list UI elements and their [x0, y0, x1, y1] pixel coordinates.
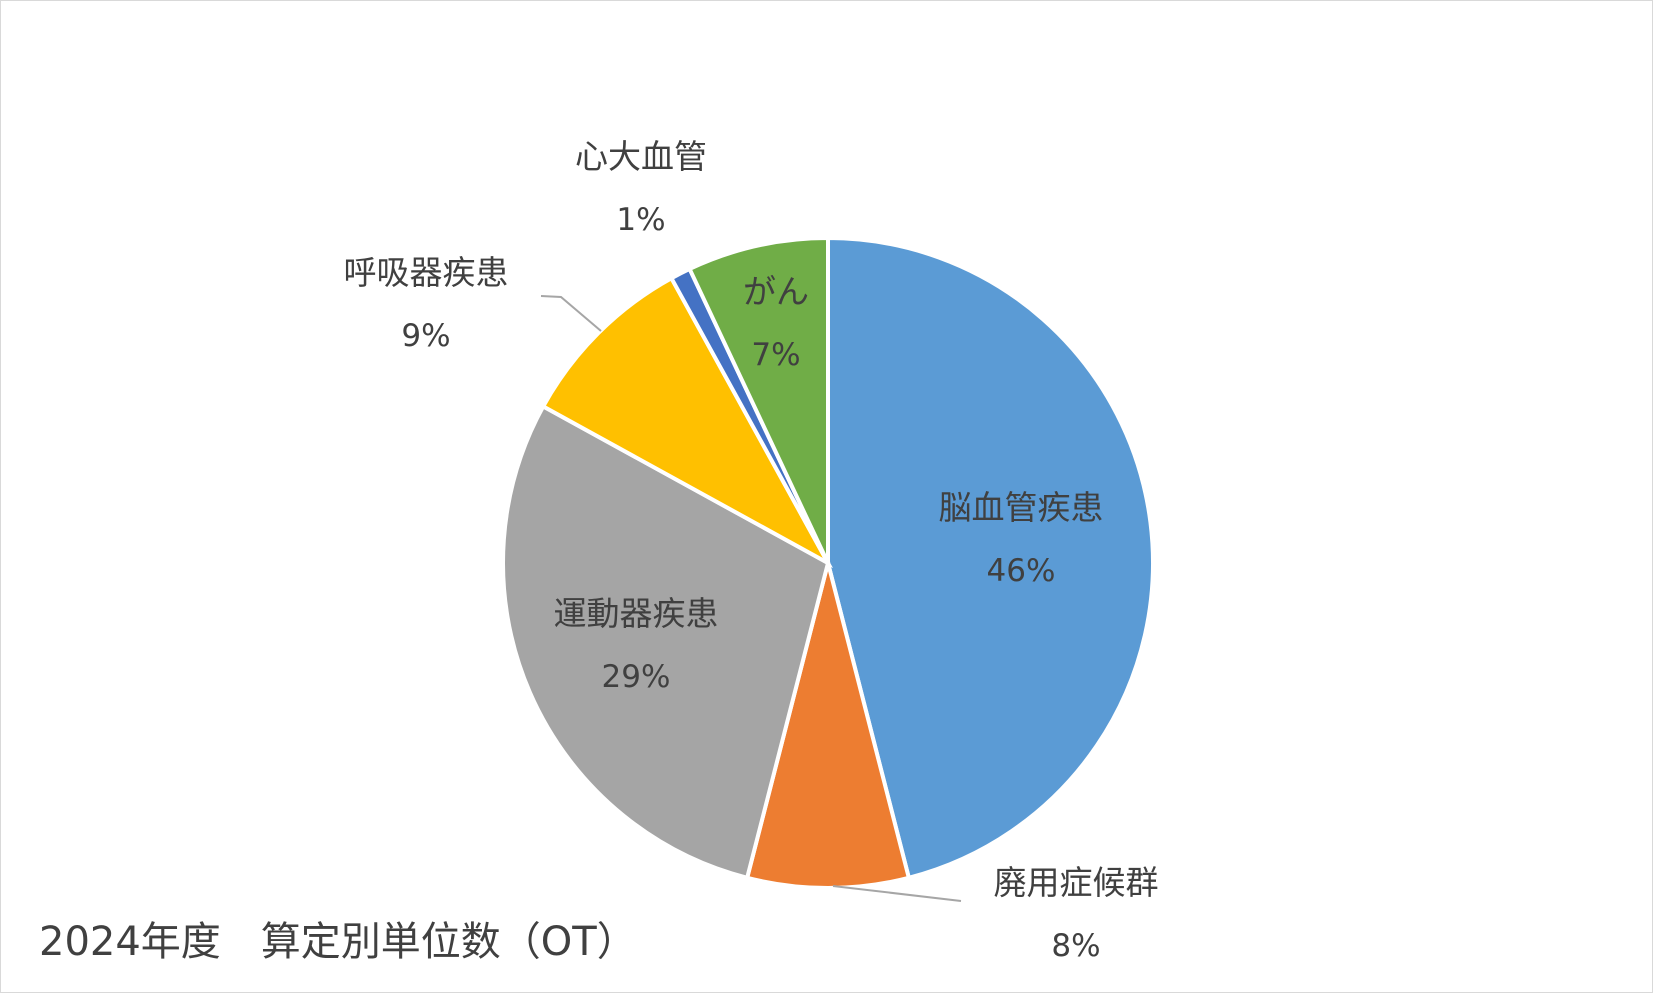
data-label-percent-brain: 46%	[987, 553, 1056, 589]
data-label-category-cardio: 心大血管	[575, 137, 707, 176]
data-label-category-resp: 呼吸器疾患	[344, 253, 509, 292]
data-label-percent-disuse: 8%	[1051, 928, 1100, 964]
leader-line-resp	[540, 295, 602, 332]
data-label-category-disuse: 廃用症候群	[994, 863, 1159, 902]
pie-slice-resp	[540, 275, 834, 569]
pie-slice-disuse	[744, 562, 912, 890]
data-label-percent-resp: 9%	[401, 318, 450, 354]
pie-slice-brain	[826, 235, 1155, 881]
data-label-percent-cancer: 7%	[751, 337, 800, 373]
pie-slice-cancer	[686, 235, 830, 564]
data-label-category-musculo: 運動器疾患	[554, 594, 719, 633]
data-label-category-brain: 脳血管疾患	[939, 488, 1104, 527]
data-label-percent-musculo: 29%	[602, 659, 671, 695]
data-label-category-cancer: がん	[743, 272, 809, 311]
data-labels: 脳血管疾患 46% 廃用症候群 8% 運動器疾患 29% 呼吸器疾患 9% 心大血管 1% がん 7%	[344, 137, 1159, 964]
leader-line-disuse	[832, 885, 962, 902]
pie-slice-musculo	[501, 403, 831, 881]
data-label-percent-cardio: 1%	[616, 202, 665, 238]
pie-slices	[501, 235, 1155, 890]
chart-title: 2024年度 算定別単位数（OT）	[39, 919, 637, 965]
leader-lines	[540, 295, 962, 902]
